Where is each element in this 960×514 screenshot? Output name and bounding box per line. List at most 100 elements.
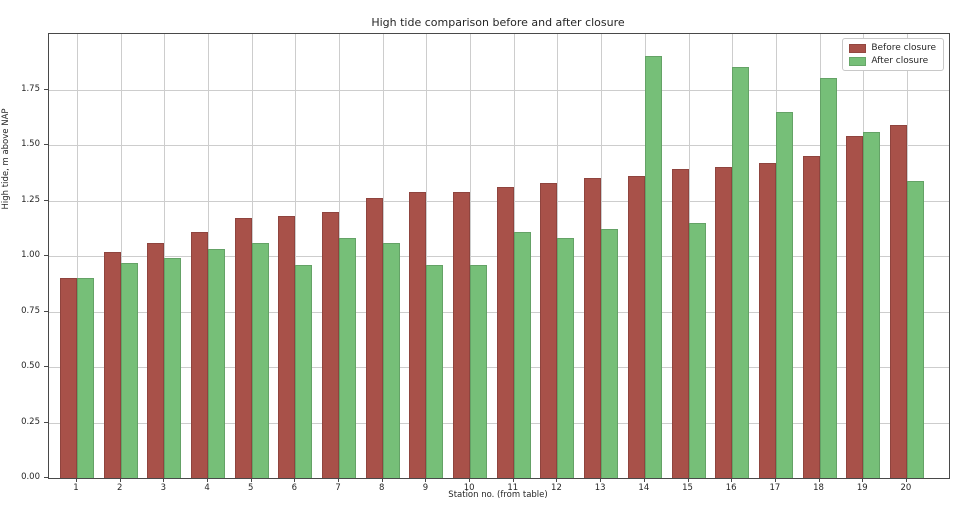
gridline-vertical (470, 34, 472, 478)
y-axis-tick (44, 421, 48, 423)
bar-before-station-20 (889, 125, 907, 478)
bar-before-station-9 (409, 191, 427, 478)
x-tick-label: 10 (463, 483, 475, 493)
bar-after-station-13 (601, 229, 619, 478)
x-axis-tick (643, 478, 645, 482)
x-axis-tick (163, 478, 165, 482)
x-axis-tick (687, 478, 689, 482)
bar-before-station-7 (322, 211, 340, 478)
bar-after-station-10 (470, 264, 488, 478)
x-tick-label: 5 (248, 483, 254, 493)
y-tick-label: 1.50 (21, 139, 40, 149)
y-axis-tick (44, 144, 48, 145)
bar-after-station-2 (120, 262, 138, 478)
x-tick-label: 13 (594, 483, 606, 493)
y-axis-tick (44, 310, 48, 312)
legend-label-before-closure: Before closure (871, 43, 936, 53)
x-tick-label: 14 (638, 483, 650, 493)
bar-after-station-15 (688, 222, 706, 478)
gridline-horizontal (49, 89, 949, 91)
x-axis-tick (556, 478, 558, 482)
x-tick-label: 9 (422, 483, 429, 493)
x-tick-label: 20 (900, 483, 912, 493)
gridline-vertical (295, 34, 297, 478)
legend-item-after: After closure (849, 56, 936, 66)
x-tick-label: 18 (813, 483, 824, 493)
bar-before-station-17 (758, 162, 776, 478)
bar-before-station-5 (234, 218, 252, 478)
bar-before-station-11 (496, 187, 514, 478)
x-axis-tick (905, 478, 907, 482)
x-tick-label: 4 (204, 483, 210, 493)
bar-after-station-6 (295, 264, 313, 478)
x-tick-label: 8 (379, 483, 385, 493)
x-tick-label: 19 (856, 483, 868, 493)
legend-label-after-closure: After closure (871, 56, 929, 66)
legend-swatch-after-closure (849, 56, 867, 66)
bar-before-station-14 (627, 176, 645, 478)
bar-after-station-14 (644, 56, 662, 478)
y-tick-label: 1.25 (21, 194, 40, 205)
bar-before-station-2 (103, 251, 121, 478)
x-tick-label: 17 (769, 483, 781, 493)
x-axis-tick (774, 478, 776, 482)
x-axis-tick (250, 478, 252, 482)
bar-before-station-12 (540, 182, 558, 478)
y-tick-label: 1.00 (21, 250, 40, 260)
y-axis-tick (44, 199, 48, 201)
x-axis-label: Station no. (from table) (448, 490, 548, 500)
bar-after-station-16 (732, 67, 750, 478)
x-axis-tick (469, 478, 471, 482)
bar-after-station-7 (339, 238, 357, 478)
x-tick-label: 16 (725, 483, 737, 493)
x-axis-tick (338, 478, 340, 482)
y-tick-label: 0.50 (21, 361, 40, 371)
legend: Before closure After closure (842, 38, 944, 71)
bar-before-station-18 (802, 156, 820, 478)
y-axis-tick (44, 477, 48, 478)
x-axis-tick (862, 478, 864, 482)
x-axis-tick (512, 478, 514, 482)
y-axis-label: High tide, m above NAP (1, 108, 11, 210)
bar-after-station-8 (382, 242, 400, 478)
x-tick-label: 11 (507, 483, 519, 493)
x-axis-tick (731, 478, 733, 482)
bar-after-station-12 (557, 238, 575, 478)
y-axis-tick (44, 255, 48, 256)
x-axis-tick (425, 478, 427, 482)
y-tick-label: 0.25 (21, 416, 40, 427)
bar-before-station-1 (60, 278, 77, 478)
bar-before-station-19 (846, 136, 864, 478)
bar-after-station-17 (775, 111, 793, 478)
bar-before-station-6 (278, 216, 296, 478)
bar-before-station-3 (147, 242, 165, 478)
gridline-horizontal (49, 145, 949, 146)
x-axis-tick (119, 478, 121, 482)
plot-area: Before closure After closure (48, 33, 950, 479)
bar-after-station-1 (77, 278, 94, 478)
x-axis-tick (818, 478, 820, 482)
bar-after-station-5 (251, 242, 269, 478)
bar-before-station-10 (453, 191, 471, 478)
y-axis-tick (44, 366, 48, 367)
y-tick-label: 1.75 (21, 83, 40, 94)
legend-item-before: Before closure (849, 43, 936, 53)
x-axis-tick (600, 478, 602, 482)
x-axis-tick (207, 478, 209, 482)
x-tick-label: 12 (551, 483, 562, 493)
bar-after-station-3 (164, 258, 182, 478)
gridline-vertical (426, 34, 428, 478)
bar-after-station-9 (426, 264, 444, 478)
x-axis-tick (381, 478, 383, 482)
x-tick-label: 3 (160, 483, 167, 493)
x-tick-label: 6 (291, 483, 298, 493)
y-axis-tick (44, 88, 48, 90)
bar-after-station-18 (819, 78, 837, 478)
x-tick-label: 15 (682, 483, 693, 493)
gridline-vertical (77, 34, 78, 478)
bar-before-station-8 (365, 198, 383, 478)
bar-after-station-20 (906, 180, 924, 478)
bar-before-station-15 (671, 169, 689, 478)
legend-swatch-before-closure (849, 43, 867, 53)
